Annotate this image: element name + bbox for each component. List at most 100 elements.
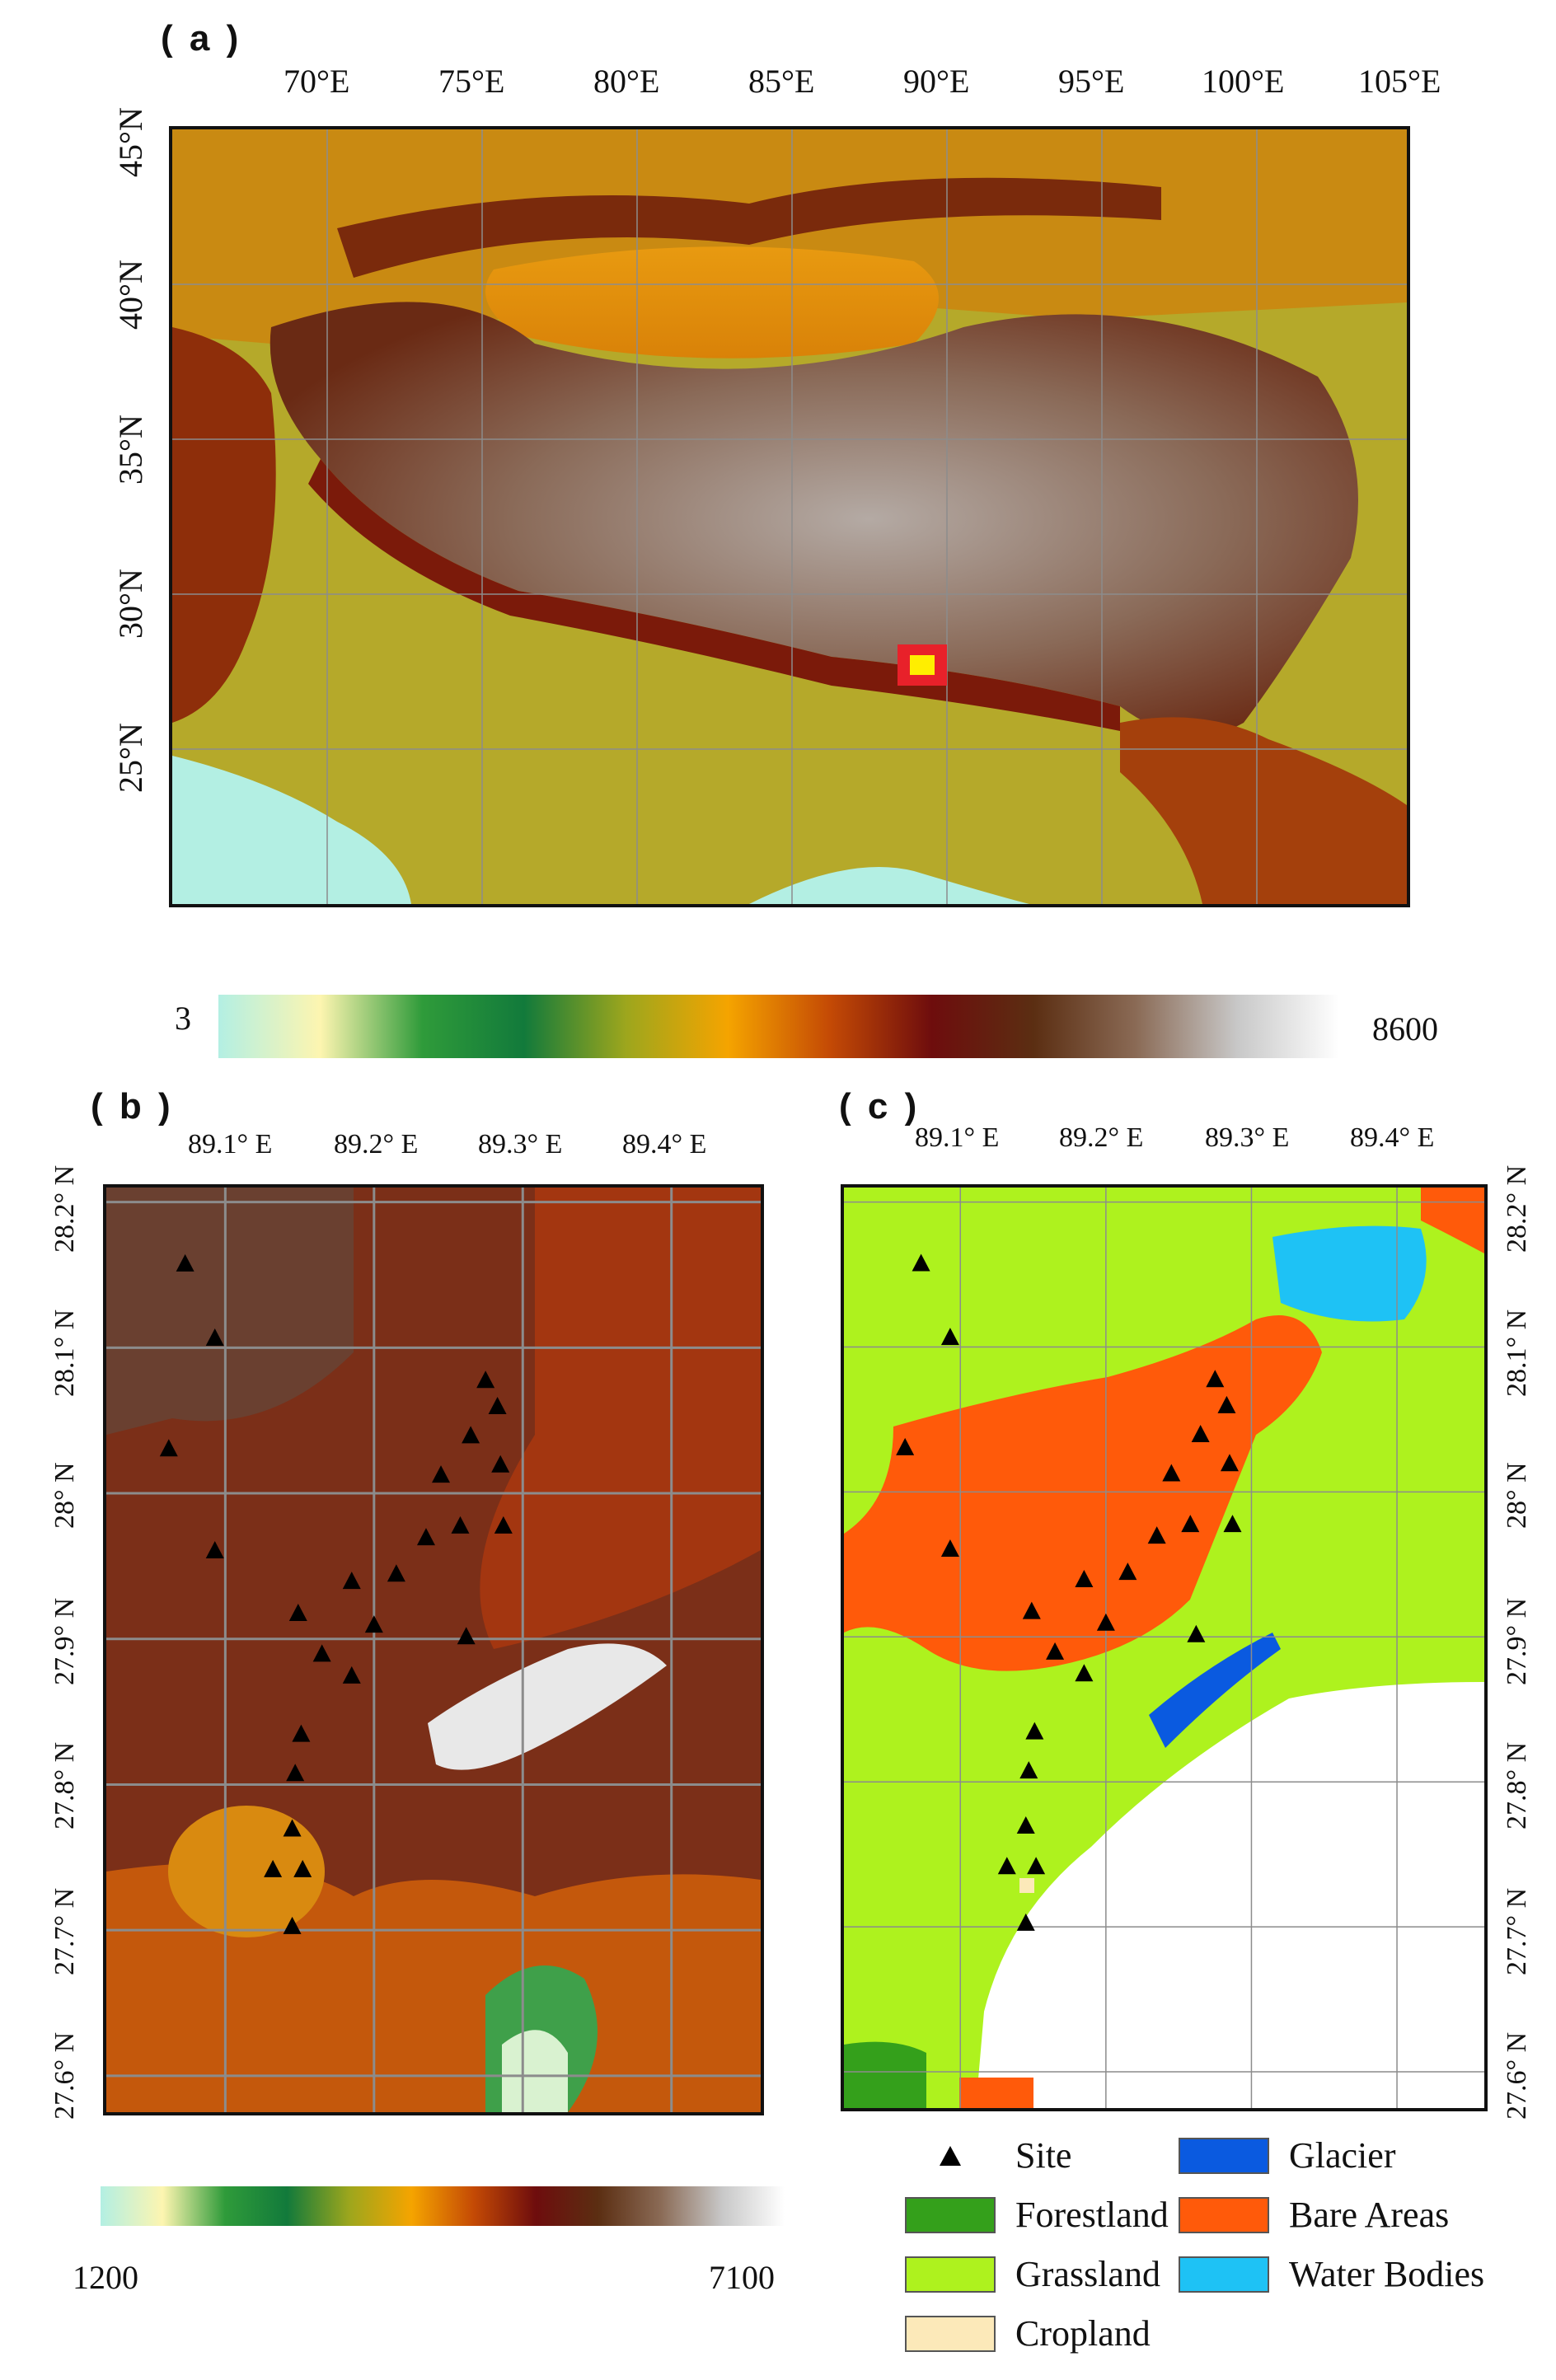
lon-tick-a-2: 80°E xyxy=(593,63,660,100)
lon-tick-a-6: 100°E xyxy=(1202,63,1285,100)
elevation-colorbar-inset xyxy=(101,2186,785,2226)
colorbar-a-max: 8600 xyxy=(1372,1010,1438,1047)
site-marker xyxy=(1016,1913,1035,1931)
lat-tick-b-1: 28.1° N xyxy=(49,1309,80,1397)
site-marker xyxy=(1027,1857,1046,1875)
site-marker xyxy=(940,1539,959,1558)
lat-tick-a-1: 40°N xyxy=(112,260,149,330)
site-marker xyxy=(1181,1515,1200,1533)
legend-forestland: Forestland xyxy=(905,2194,1169,2236)
legend-grassland: Grassland xyxy=(905,2253,1160,2295)
legend-forestland-label: Forestland xyxy=(1015,2195,1169,2235)
lon-tick-a-7: 105°E xyxy=(1358,63,1441,100)
lon-tick-c-0: 89.1° E xyxy=(915,1122,1000,1153)
lon-tick-c-3: 89.4° E xyxy=(1350,1122,1435,1153)
bare-areas-north-c xyxy=(1421,1188,1484,1253)
lat-tick-c-2: 28° N xyxy=(1502,1462,1532,1529)
legend-bare-areas: Bare Areas xyxy=(1179,2194,1449,2236)
glacier-swatch xyxy=(1179,2137,1269,2174)
lat-tick-c-3: 27.9° N xyxy=(1502,1597,1532,1685)
panel-c-label: ( c ) xyxy=(839,1086,921,1127)
site-marker xyxy=(176,1253,194,1272)
site-marker xyxy=(997,1857,1016,1875)
panel-a-label: ( a ) xyxy=(161,18,242,59)
site-marker xyxy=(1025,1722,1044,1740)
lat-tick-b-0: 28.2° N xyxy=(49,1164,80,1253)
site-marker xyxy=(1096,1613,1115,1631)
site-marker xyxy=(1217,1395,1236,1413)
site-marker xyxy=(286,1764,305,1782)
graticule-c xyxy=(844,1188,1484,2108)
lat-tick-a-2: 35°N xyxy=(112,415,149,485)
colorbar-a-min: 3 xyxy=(175,1000,191,1037)
site-marker xyxy=(364,1615,383,1633)
site-marker xyxy=(1220,1454,1239,1472)
site-marker xyxy=(1046,1642,1065,1660)
glacier-b xyxy=(428,1643,667,1770)
lon-tick-a-4: 90°E xyxy=(903,63,970,100)
site-marker xyxy=(1223,1515,1242,1533)
site-marker xyxy=(312,1644,331,1662)
site-marker xyxy=(451,1516,470,1534)
panel-b-label: ( b ) xyxy=(91,1086,174,1127)
site-marker xyxy=(159,1439,178,1457)
site-marker xyxy=(1162,1464,1181,1482)
site-marker xyxy=(283,1916,302,1934)
triangle-icon xyxy=(905,2144,996,2167)
legend-cropland: Cropland xyxy=(905,2312,1151,2354)
site-marker xyxy=(1075,1664,1094,1682)
legend-grassland-label: Grassland xyxy=(1015,2254,1160,2294)
forestland-swatch xyxy=(905,2196,996,2233)
lat-tick-b-4: 27.8° N xyxy=(49,1741,80,1830)
riverbed-b xyxy=(502,2030,568,2112)
site-marker xyxy=(288,1603,307,1621)
site-marker xyxy=(1147,1526,1166,1544)
site-marker xyxy=(264,1859,283,1877)
legend-site: Site xyxy=(905,2134,1071,2176)
site-marker xyxy=(912,1253,930,1272)
lon-tick-c-2: 89.3° E xyxy=(1205,1122,1290,1153)
lat-tick-c-4: 27.8° N xyxy=(1502,1741,1532,1830)
site-marker xyxy=(205,1540,224,1558)
lat-tick-b-6: 27.6° N xyxy=(49,2031,80,2120)
elevation-colorbar-main xyxy=(218,995,1339,1058)
site-marker xyxy=(1206,1370,1225,1388)
site-marker xyxy=(476,1370,495,1389)
lon-tick-b-1: 89.2° E xyxy=(334,1129,419,1160)
himalayan-front xyxy=(308,459,1120,731)
southeast-mountains xyxy=(1120,717,1407,904)
site-marker xyxy=(205,1328,224,1346)
lat-tick-b-5: 27.7° N xyxy=(49,1887,80,1975)
lat-tick-b-3: 27.9° N xyxy=(49,1597,80,1685)
legend-cropland-label: Cropland xyxy=(1015,2313,1151,2354)
orange-plateau-b xyxy=(168,1806,325,1937)
cropland-patch-c xyxy=(1019,1878,1034,1893)
site-marker xyxy=(292,1724,311,1742)
site-marker xyxy=(1187,1624,1206,1642)
site-marker xyxy=(342,1666,361,1684)
site-marker xyxy=(488,1397,507,1415)
colorbar-b-min: 1200 xyxy=(73,2259,138,2296)
site-marker xyxy=(940,1328,959,1346)
lon-tick-b-3: 89.4° E xyxy=(622,1129,707,1160)
unclassified-c xyxy=(976,1682,1484,2108)
study-area-fill xyxy=(910,655,935,675)
graticule-a xyxy=(172,129,1407,904)
water-bodies-c xyxy=(1272,1225,1427,1322)
site-marker xyxy=(491,1455,510,1473)
tibetan-plateau xyxy=(269,302,1358,736)
lat-tick-a-3: 30°N xyxy=(112,569,149,639)
legend-water-bodies: Water Bodies xyxy=(1179,2253,1484,2295)
grassland-swatch xyxy=(905,2256,996,2293)
lat-tick-c-6: 27.6° N xyxy=(1502,2031,1532,2120)
colorbar-b-max: 7100 xyxy=(709,2259,775,2296)
site-marker xyxy=(1075,1569,1094,1587)
lat-tick-a-0: 45°N xyxy=(112,107,149,177)
valley-b xyxy=(480,1188,761,1649)
tian-shan xyxy=(337,177,1161,278)
lon-tick-a-5: 95°E xyxy=(1058,63,1125,100)
sea xyxy=(172,756,411,904)
glacier-c xyxy=(1149,1633,1281,1748)
site-marker xyxy=(494,1516,513,1534)
site-marker xyxy=(283,1819,302,1837)
